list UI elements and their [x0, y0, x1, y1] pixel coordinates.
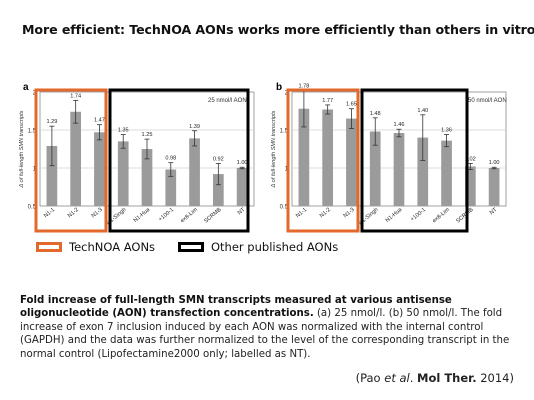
headline: More efficient: TechNOA AONs works more …: [22, 22, 534, 37]
panel-b-bar-1: [322, 109, 334, 206]
panel-a-xtick-label-8: NT: [237, 207, 247, 217]
figure-caption: Fold increase of full-length SMN transcr…: [20, 294, 518, 361]
panel-b-ytick-label: 1.5: [280, 129, 289, 135]
panel-b-group-box-technoa: [286, 88, 360, 233]
caption-body: (a) 25 nmol/l. (b) 50 nmol/l. The fold i…: [20, 308, 510, 360]
panel-b-value-label-4: 1.46: [394, 122, 405, 128]
panel-a-bar-7: [212, 174, 224, 206]
panel-b-value-label-1: 1.77: [322, 98, 333, 104]
panel-b-value-label-8: 1.00: [489, 160, 500, 166]
panel-b-value-label-0: 1.78: [298, 83, 309, 89]
panel-a-value-label-8: 1.00: [237, 160, 248, 166]
legend-label-technoa: TechNOA AONs: [69, 240, 156, 254]
legend-swatch-technoa: [36, 242, 62, 252]
citation-mid: .: [409, 371, 418, 385]
panel-a-xtick-label-4: N1-Hua: [133, 206, 152, 224]
caption-title: Fold increase of full-length SMN transcr…: [20, 295, 452, 320]
panel-b-xtick-label-2: N1-3: [343, 207, 356, 219]
panel-a-xtick-label-5: +100-1: [158, 207, 175, 223]
panel-a-ylabel: Δ of full-length SMN transcripts: [19, 110, 25, 188]
citation-etal: et al: [384, 371, 410, 385]
panel-a-xtick-label-6: ex8-Lim: [180, 207, 199, 225]
panel-b-group-box-other: [360, 88, 469, 233]
panel-b-bar-6: [441, 140, 452, 206]
panel-a-annotation: 25 nmol/l AON: [208, 98, 247, 104]
panel-b-bar-8: [488, 168, 500, 206]
panel-b-xtick-label-1: N1-2: [319, 207, 332, 219]
figure: a0.511.52Δ of full-length SMN transcript…: [19, 82, 507, 233]
panel-b-bar-2: [346, 118, 357, 206]
panel-b-value-label-3: 1.48: [370, 111, 381, 117]
panel-a-group-box-technoa: [34, 88, 108, 233]
panel-b-bar-4: [393, 133, 405, 206]
panel-a-value-label-3: 1.35: [118, 128, 129, 134]
panel-b-xtick-label-7: SCRMB: [455, 207, 475, 225]
panel-a-xtick-label-7: SCRMB: [203, 207, 223, 225]
citation-journal: Mol Ther.: [417, 371, 477, 385]
panel-b-bar-3: [369, 131, 381, 206]
legend-item-technoa: TechNOA AONs: [36, 240, 155, 254]
panel-a-ytick-label: 1.5: [28, 129, 37, 135]
panel-b-label: b: [276, 82, 282, 93]
panel-a-ytick-label: 0.5: [28, 205, 37, 211]
panel-b-value-label-2: 1.65: [346, 102, 357, 108]
panel-a-bar-4: [141, 149, 153, 206]
panel-a-bar-5: [165, 169, 177, 206]
citation-close: 2014): [476, 371, 514, 385]
panel-b-value-label-6: 1.36: [441, 128, 452, 134]
panel-a-value-label-2: 1.47: [94, 118, 105, 124]
panel-a-xtick-label-0: N1-1: [43, 207, 56, 219]
panel-a-value-label-4: 1.25: [142, 132, 153, 138]
panel-a-label: a: [23, 82, 29, 93]
panel-b-bar-7: [464, 166, 476, 206]
panel-b-ylabel: Δ of full-length SMN transcripts: [271, 110, 277, 188]
panel-b-xtick-label-0: N1-1: [295, 207, 308, 219]
panel-a-value-label-6: 1.39: [189, 124, 200, 130]
panel-a-value-label-1: 1.74: [70, 93, 81, 99]
panel-b-xtick-label-4: N1-Hua: [385, 206, 404, 224]
panel-a-group-box-other: [108, 88, 250, 233]
panel-a-bar-0: [46, 145, 58, 206]
panel-b-ytick-label: 0.5: [280, 205, 289, 211]
citation: (Pao et al. Mol Ther. 2014): [356, 371, 514, 385]
panel-a-value-label-7: 0.92: [213, 156, 224, 162]
panel-b-annotation: 50 nmol/l AON: [468, 98, 507, 104]
citation-open: (Pao: [355, 371, 385, 385]
panel-a-xtick-label-1: N1-2: [67, 207, 80, 219]
panel-a-bar-3: [117, 141, 129, 206]
panel-b-xtick-label-8: NT: [489, 207, 499, 217]
legend-label-other: Other published AONs: [211, 240, 339, 254]
panel-b-value-label-5: 1.40: [417, 108, 428, 114]
panel-b-value-label-7: 1.02: [465, 156, 476, 162]
panel-b-xtick-label-5: +100-1: [410, 207, 427, 223]
panel-a-xtick-label-2: N1-3: [91, 207, 104, 219]
panel-b-bar-0: [298, 108, 310, 206]
panel-a-bar-6: [189, 138, 200, 206]
panel-a-value-label-5: 0.98: [165, 156, 176, 162]
panel-a-value-label-0: 1.29: [46, 119, 57, 125]
legend-item-other: Other published AONs: [178, 240, 338, 254]
panel-b-xtick-label-6: ex8-Lim: [432, 207, 451, 225]
panel-a-bar-2: [94, 132, 105, 206]
panel-a-bar-1: [70, 111, 82, 206]
panel-b-bar-5: [417, 137, 429, 206]
panel-a-bar-8: [236, 168, 248, 206]
legend-swatch-other: [178, 242, 204, 252]
